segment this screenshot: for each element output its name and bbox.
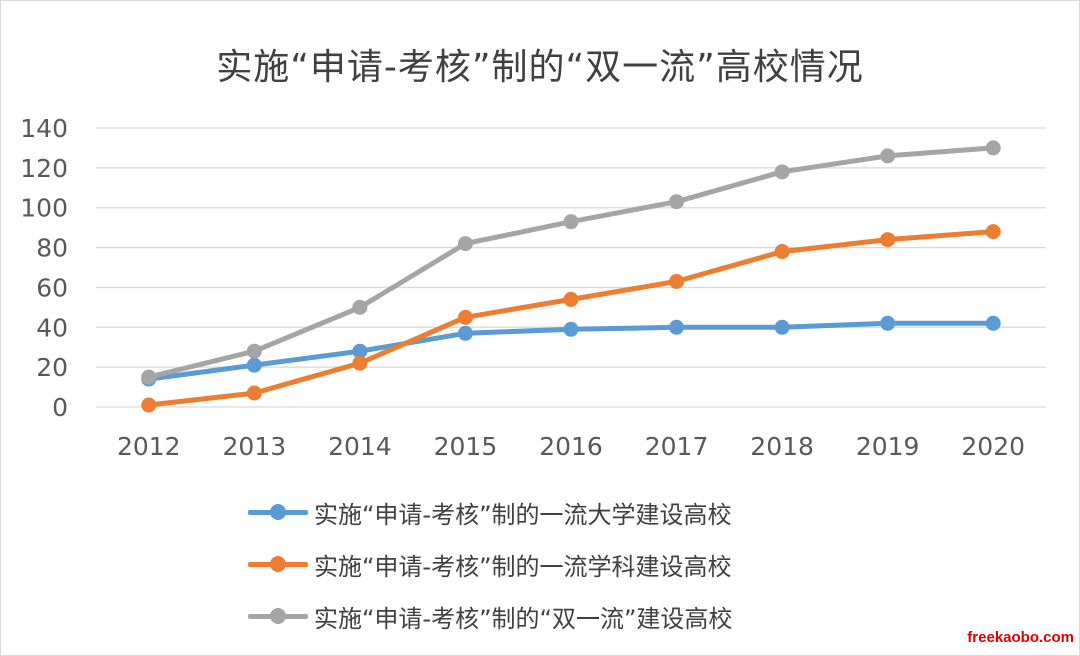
data-point-series-1: [352, 343, 368, 359]
data-point-series-1: [985, 315, 1001, 331]
data-point-series-3: [352, 299, 368, 315]
data-point-series-1: [880, 315, 896, 331]
data-point-series-2: [141, 397, 157, 413]
chart-legend: 实施“申请-考核”制的一流大学建设高校 实施“申请-考核”制的一流学科建设高校 …: [248, 486, 732, 642]
y-tick-label: 0: [52, 393, 68, 422]
data-point-series-3: [880, 148, 896, 164]
x-tick-label: 2020: [961, 432, 1025, 461]
legend-item-series-3: 实施“申请-考核”制的“双一流”建设高校: [248, 590, 732, 642]
series-line-3: [146, 145, 996, 380]
x-tick-label: 2019: [856, 432, 920, 461]
x-tick-label: 2018: [750, 432, 814, 461]
x-tick-label: 2015: [434, 432, 498, 461]
x-tick-label: 2014: [328, 432, 392, 461]
data-point-series-2: [457, 309, 473, 325]
x-tick-label: 2016: [539, 432, 603, 461]
x-tick-label: 2013: [223, 432, 287, 461]
data-point-series-3: [669, 194, 685, 210]
legend-item-series-1: 实施“申请-考核”制的一流大学建设高校: [248, 486, 732, 538]
y-tick-label: 20: [36, 353, 68, 382]
data-point-series-1: [246, 357, 262, 373]
x-tick-label: 2012: [117, 432, 181, 461]
y-tick-label: 100: [20, 194, 68, 223]
legend-swatch-series-3: [248, 606, 308, 626]
legend-swatch-series-1: [248, 502, 308, 522]
x-tick-label: 2017: [645, 432, 709, 461]
data-point-series-3: [563, 214, 579, 230]
legend-label-series-2: 实施“申请-考核”制的一流学科建设高校: [314, 552, 732, 581]
data-point-series-2: [352, 355, 368, 371]
data-point-series-2: [246, 385, 262, 401]
data-point-series-2: [669, 273, 685, 289]
data-point-series-1: [563, 321, 579, 337]
y-tick-label: 80: [36, 234, 68, 263]
series-line-2: [146, 229, 996, 408]
data-point-series-3: [141, 369, 157, 385]
y-tick-label: 140: [20, 114, 68, 143]
y-tick-label: 60: [36, 273, 68, 302]
legend-item-series-2: 实施“申请-考核”制的一流学科建设高校: [248, 538, 732, 590]
data-point-series-1: [457, 325, 473, 341]
legend-label-series-3: 实施“申请-考核”制的“双一流”建设高校: [314, 604, 733, 633]
data-point-series-2: [563, 291, 579, 307]
y-tick-label: 40: [36, 313, 68, 342]
watermark-text: freekaobo.com: [967, 629, 1074, 646]
data-point-series-1: [669, 319, 685, 335]
data-point-series-2: [880, 232, 896, 248]
data-point-series-3: [774, 164, 790, 180]
data-point-series-3: [246, 343, 262, 359]
chart-title: 实施“申请-考核”制的“双一流”高校情况: [216, 47, 864, 88]
data-point-series-1: [774, 319, 790, 335]
data-point-series-3: [985, 140, 1001, 156]
data-point-series-2: [774, 244, 790, 260]
data-point-series-2: [985, 224, 1001, 240]
legend-label-series-1: 实施“申请-考核”制的一流大学建设高校: [314, 500, 732, 529]
data-point-series-3: [457, 236, 473, 252]
legend-swatch-series-2: [248, 554, 308, 574]
y-tick-label: 120: [20, 154, 68, 183]
